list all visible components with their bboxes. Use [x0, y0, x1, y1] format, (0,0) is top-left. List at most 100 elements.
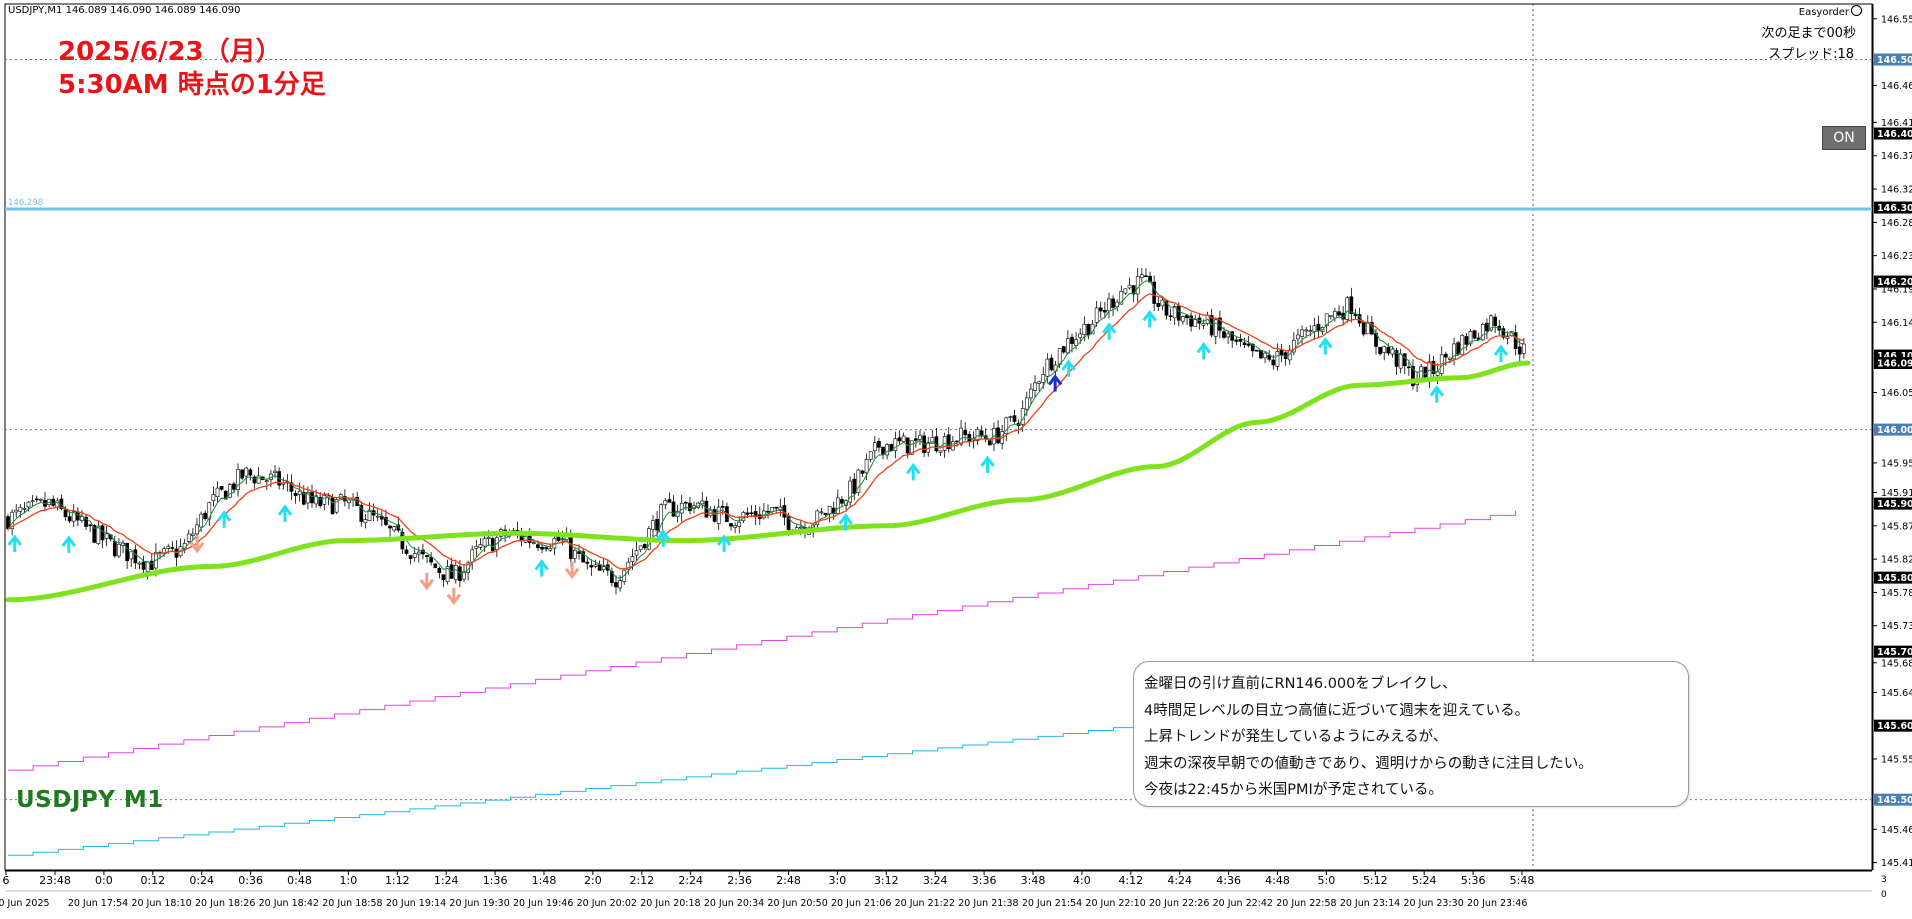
- candle-body: [712, 509, 717, 522]
- candle-body: [1156, 303, 1161, 307]
- candle-body: [1111, 298, 1115, 309]
- price-box: [1874, 127, 1912, 140]
- sell-signal-arrow: [564, 561, 580, 580]
- candle-body: [375, 515, 380, 518]
- date-tick-label: 20 Jun 23:30: [1403, 898, 1463, 909]
- candle-body: [634, 549, 639, 556]
- candle-body: [347, 499, 351, 503]
- candle-body: [1127, 284, 1132, 289]
- candle-body: [1472, 330, 1477, 339]
- candle-body: [1230, 331, 1235, 341]
- candle-body: [211, 494, 216, 502]
- candle-body: [975, 428, 980, 442]
- candle-body: [1238, 338, 1243, 342]
- candle-body: [1464, 336, 1469, 345]
- candle-body: [823, 512, 828, 515]
- date-tick-label: 20 Jun 22:42: [1213, 898, 1273, 909]
- candle-body: [1324, 313, 1329, 326]
- candle-body: [1267, 354, 1272, 360]
- arrow-head: [419, 578, 435, 591]
- candle-body: [877, 441, 881, 448]
- candle-body: [145, 561, 150, 572]
- easyorder-label[interactable]: Easyorder: [1799, 5, 1862, 18]
- candle-body: [310, 492, 314, 504]
- candle-body: [240, 469, 245, 479]
- date-tick-label: 20 Jun 23:46: [1467, 898, 1527, 909]
- candle-body: [1061, 346, 1066, 353]
- price-box-label: 146.300: [1877, 203, 1912, 214]
- price-tick-label: 146.190: [1881, 284, 1912, 295]
- sell-signal-arrow: [446, 587, 462, 606]
- candle-body: [1045, 358, 1050, 377]
- price-box: [1874, 719, 1912, 732]
- candle-body: [1024, 397, 1029, 410]
- candle-body: [897, 437, 902, 442]
- price-tick-label: 146.050: [1881, 388, 1912, 399]
- price-box: [1874, 497, 1912, 510]
- date-tick-label: 20 Jun 21:22: [895, 898, 955, 909]
- arrow-head: [1493, 344, 1509, 356]
- candle-body: [363, 519, 368, 524]
- candle-body: [733, 525, 737, 528]
- candle-body: [1119, 291, 1124, 305]
- candle-body: [1164, 300, 1169, 316]
- candle-body: [1501, 328, 1506, 338]
- arrow-head: [1142, 309, 1157, 322]
- price-tick-label: 146.370: [1881, 151, 1912, 162]
- candle-body: [675, 511, 680, 517]
- price-tick-label: 145.735: [1881, 621, 1912, 632]
- candle-body: [125, 542, 129, 562]
- sell-signal-arrow: [189, 535, 205, 554]
- price-tick-label: 145.955: [1881, 458, 1912, 469]
- candle-body: [630, 556, 635, 562]
- buy-signal-arrow: [656, 529, 671, 548]
- on-button[interactable]: ON: [1822, 126, 1866, 150]
- price-tick-label: 145.460: [1881, 825, 1912, 836]
- buy-signal-arrow: [980, 455, 995, 473]
- candle-body: [1078, 333, 1083, 338]
- price-box-label: 146.100: [1877, 351, 1912, 362]
- arrow-head: [1429, 385, 1444, 397]
- candle-body: [556, 536, 561, 542]
- candle-body: [1378, 347, 1382, 355]
- arrow-head: [534, 559, 549, 571]
- candle-body: [1189, 315, 1193, 327]
- candle-body: [314, 495, 318, 505]
- candle-body: [256, 475, 261, 484]
- candle-body: [1452, 343, 1456, 360]
- easyorder-icon[interactable]: [1851, 5, 1862, 16]
- candle-body: [918, 434, 922, 440]
- candle-body: [548, 548, 553, 551]
- candle-body: [490, 538, 495, 552]
- candle-body: [1275, 351, 1280, 367]
- candle-body: [104, 533, 109, 539]
- candle-body: [1493, 316, 1497, 327]
- candle-body: [404, 549, 409, 554]
- candle-body: [1066, 338, 1070, 354]
- candle-body: [1172, 305, 1177, 319]
- candle-body: [1304, 329, 1309, 332]
- candle-body: [963, 429, 968, 436]
- candle-body: [778, 506, 783, 511]
- candle-body: [1411, 366, 1415, 387]
- candle-body: [1361, 322, 1366, 335]
- candle-body: [1098, 307, 1103, 312]
- title-date: 2025/6/23（月）: [58, 37, 282, 67]
- candle-body: [938, 450, 943, 453]
- price-box-label: 146.090: [1877, 358, 1912, 369]
- candle-body: [330, 497, 335, 515]
- time-tick-label: 1:36: [483, 874, 508, 887]
- date-tick-label: 20 Jun 20:34: [704, 898, 764, 909]
- candle-body: [868, 451, 873, 460]
- candle-body: [232, 483, 236, 490]
- buy-signal-arrow: [534, 559, 549, 577]
- candle-body: [683, 501, 688, 504]
- ema-long-line: [5, 360, 1531, 603]
- date-tick-label: 20 Jun 22:26: [1149, 898, 1209, 909]
- candle-body: [1271, 359, 1276, 366]
- price-tick-label: 146.415: [1881, 118, 1912, 129]
- candle-body: [170, 547, 175, 549]
- candle-body: [63, 509, 68, 518]
- date-tick-label: 20 Jun 23:14: [1340, 898, 1400, 909]
